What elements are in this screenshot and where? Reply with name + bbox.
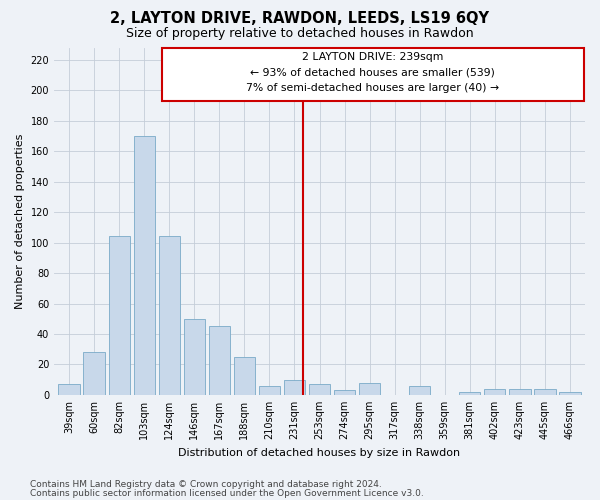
Bar bbox=[58, 384, 80, 395]
Bar bbox=[459, 392, 481, 395]
Bar bbox=[309, 384, 330, 395]
Text: Contains HM Land Registry data © Crown copyright and database right 2024.: Contains HM Land Registry data © Crown c… bbox=[30, 480, 382, 489]
Bar bbox=[209, 326, 230, 395]
Bar bbox=[484, 389, 505, 395]
Text: Size of property relative to detached houses in Rawdon: Size of property relative to detached ho… bbox=[126, 28, 474, 40]
Bar bbox=[509, 389, 530, 395]
Bar bbox=[284, 380, 305, 395]
Bar bbox=[334, 390, 355, 395]
Bar bbox=[184, 318, 205, 395]
Text: 7% of semi-detached houses are larger (40) →: 7% of semi-detached houses are larger (4… bbox=[246, 82, 499, 92]
Bar bbox=[534, 389, 556, 395]
Text: 2, LAYTON DRIVE, RAWDON, LEEDS, LS19 6QY: 2, LAYTON DRIVE, RAWDON, LEEDS, LS19 6QY bbox=[110, 11, 490, 26]
Text: 2 LAYTON DRIVE: 239sqm: 2 LAYTON DRIVE: 239sqm bbox=[302, 52, 443, 62]
Bar bbox=[234, 357, 255, 395]
Bar bbox=[559, 392, 581, 395]
X-axis label: Distribution of detached houses by size in Rawdon: Distribution of detached houses by size … bbox=[178, 448, 461, 458]
FancyBboxPatch shape bbox=[162, 48, 584, 101]
Bar bbox=[109, 236, 130, 395]
Y-axis label: Number of detached properties: Number of detached properties bbox=[15, 134, 25, 309]
Bar bbox=[158, 236, 180, 395]
Bar bbox=[134, 136, 155, 395]
Bar bbox=[409, 386, 430, 395]
Text: Contains public sector information licensed under the Open Government Licence v3: Contains public sector information licen… bbox=[30, 488, 424, 498]
Bar bbox=[359, 382, 380, 395]
Text: ← 93% of detached houses are smaller (539): ← 93% of detached houses are smaller (53… bbox=[250, 68, 495, 78]
Bar bbox=[83, 352, 105, 395]
Bar bbox=[259, 386, 280, 395]
